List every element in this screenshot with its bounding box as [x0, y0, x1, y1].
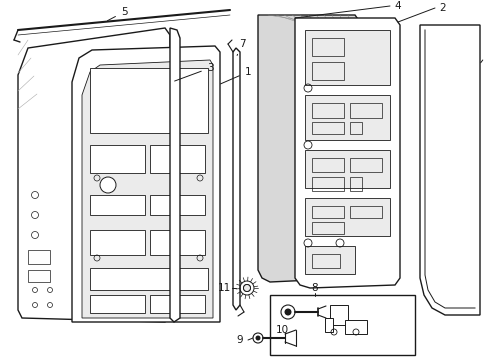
Text: 8: 8 — [311, 283, 318, 293]
Bar — [28, 250, 50, 264]
Bar — [90, 145, 145, 173]
Bar — [311, 254, 339, 268]
Bar — [311, 177, 343, 191]
Circle shape — [281, 305, 294, 319]
Bar — [325, 318, 332, 332]
Text: 3: 3 — [174, 63, 213, 81]
Bar — [90, 295, 145, 313]
Polygon shape — [82, 60, 213, 318]
Polygon shape — [424, 30, 474, 308]
Bar — [311, 222, 343, 234]
Bar — [28, 270, 50, 282]
Text: 9: 9 — [236, 335, 243, 345]
Text: 11: 11 — [217, 283, 230, 293]
Bar — [329, 305, 347, 325]
Circle shape — [100, 177, 116, 193]
Bar — [305, 198, 389, 236]
Polygon shape — [18, 28, 170, 322]
Bar — [311, 206, 343, 218]
Circle shape — [284, 309, 291, 315]
Polygon shape — [258, 15, 359, 282]
Bar — [349, 103, 381, 118]
Text: 4: 4 — [394, 1, 401, 11]
Text: 2: 2 — [439, 3, 446, 13]
Bar — [311, 62, 343, 80]
Bar — [311, 122, 343, 134]
Bar — [345, 320, 366, 334]
Polygon shape — [170, 28, 180, 322]
Bar — [269, 295, 414, 355]
Bar — [150, 195, 204, 215]
Bar — [349, 177, 361, 191]
Bar — [90, 230, 145, 255]
Text: 5: 5 — [107, 7, 127, 21]
Bar — [305, 95, 389, 140]
Polygon shape — [294, 18, 399, 288]
Circle shape — [255, 336, 260, 341]
Bar — [90, 268, 207, 290]
Bar — [311, 158, 343, 172]
Text: 10: 10 — [275, 325, 288, 335]
Bar — [305, 150, 389, 188]
Polygon shape — [72, 46, 220, 322]
Bar — [311, 103, 343, 118]
Text: 1: 1 — [220, 67, 251, 84]
Bar — [90, 68, 207, 133]
Bar — [150, 230, 204, 255]
Polygon shape — [232, 48, 240, 310]
Circle shape — [252, 333, 263, 343]
Bar — [349, 206, 381, 218]
Text: 7: 7 — [237, 39, 245, 55]
Circle shape — [243, 284, 250, 292]
Bar — [349, 122, 361, 134]
Bar — [90, 195, 145, 215]
Bar — [349, 158, 381, 172]
Bar — [311, 38, 343, 56]
Polygon shape — [419, 25, 479, 315]
Bar — [150, 145, 204, 173]
Bar — [150, 295, 204, 313]
Text: 6: 6 — [480, 45, 488, 63]
Bar — [305, 246, 354, 274]
Bar — [305, 30, 389, 85]
